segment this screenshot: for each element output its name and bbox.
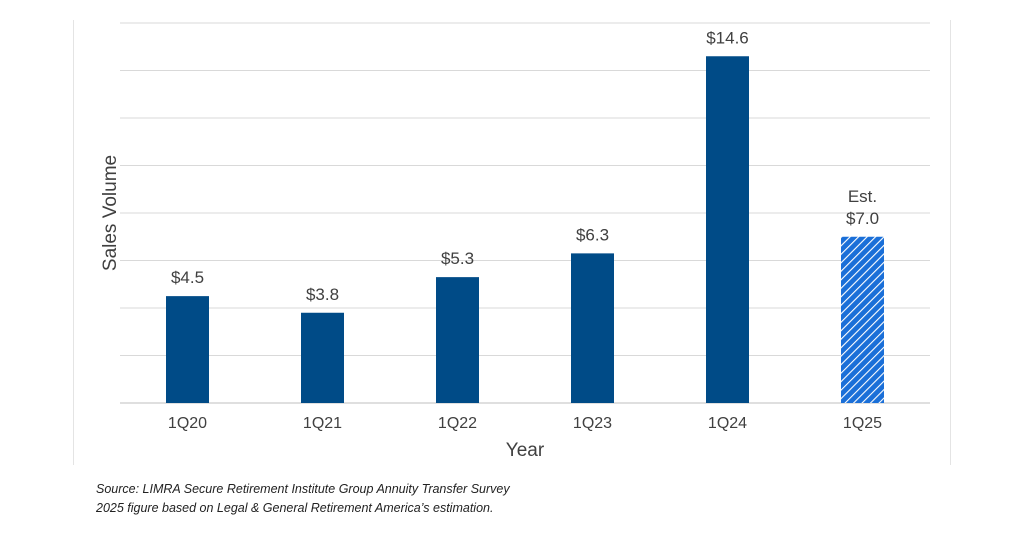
data-label: $4.5 — [171, 268, 204, 287]
bar — [706, 56, 749, 403]
data-label: $3.8 — [306, 285, 339, 304]
chart-frame-right — [950, 20, 951, 465]
data-label: $14.6 — [706, 28, 749, 47]
estimate-label: Est. — [848, 187, 877, 206]
data-labels: $4.5 $3.8 $5.3 $6.3 $14.6 $7.0 Est. — [171, 28, 879, 304]
source-line-1: Source: LIMRA Secure Retirement Institut… — [96, 482, 510, 496]
x-tick-label: 1Q22 — [438, 415, 477, 432]
bar-estimate — [841, 236, 884, 403]
source-note: Source: LIMRA Secure Retirement Institut… — [96, 480, 510, 518]
x-tick-label: 1Q24 — [708, 415, 747, 432]
bar — [301, 312, 344, 403]
bar — [571, 253, 614, 403]
x-tick-labels: 1Q20 1Q21 1Q22 1Q23 1Q24 1Q25 — [168, 415, 882, 432]
bar — [166, 296, 209, 403]
gridlines — [120, 22, 930, 404]
source-line-2: 2025 figure based on Legal & General Ret… — [96, 501, 494, 515]
chart-frame-left — [73, 20, 74, 465]
x-tick-label: 1Q23 — [573, 415, 612, 432]
x-axis-label: Year — [506, 440, 545, 461]
data-label: $5.3 — [441, 249, 474, 268]
bar — [436, 277, 479, 403]
bars — [166, 56, 884, 403]
x-tick-label: 1Q21 — [303, 415, 342, 432]
y-axis-label: Sales Volume — [100, 155, 121, 271]
x-tick-label: 1Q20 — [168, 415, 207, 432]
x-tick-label: 1Q25 — [843, 415, 882, 432]
data-label: $6.3 — [576, 225, 609, 244]
data-label: $7.0 — [846, 209, 879, 228]
